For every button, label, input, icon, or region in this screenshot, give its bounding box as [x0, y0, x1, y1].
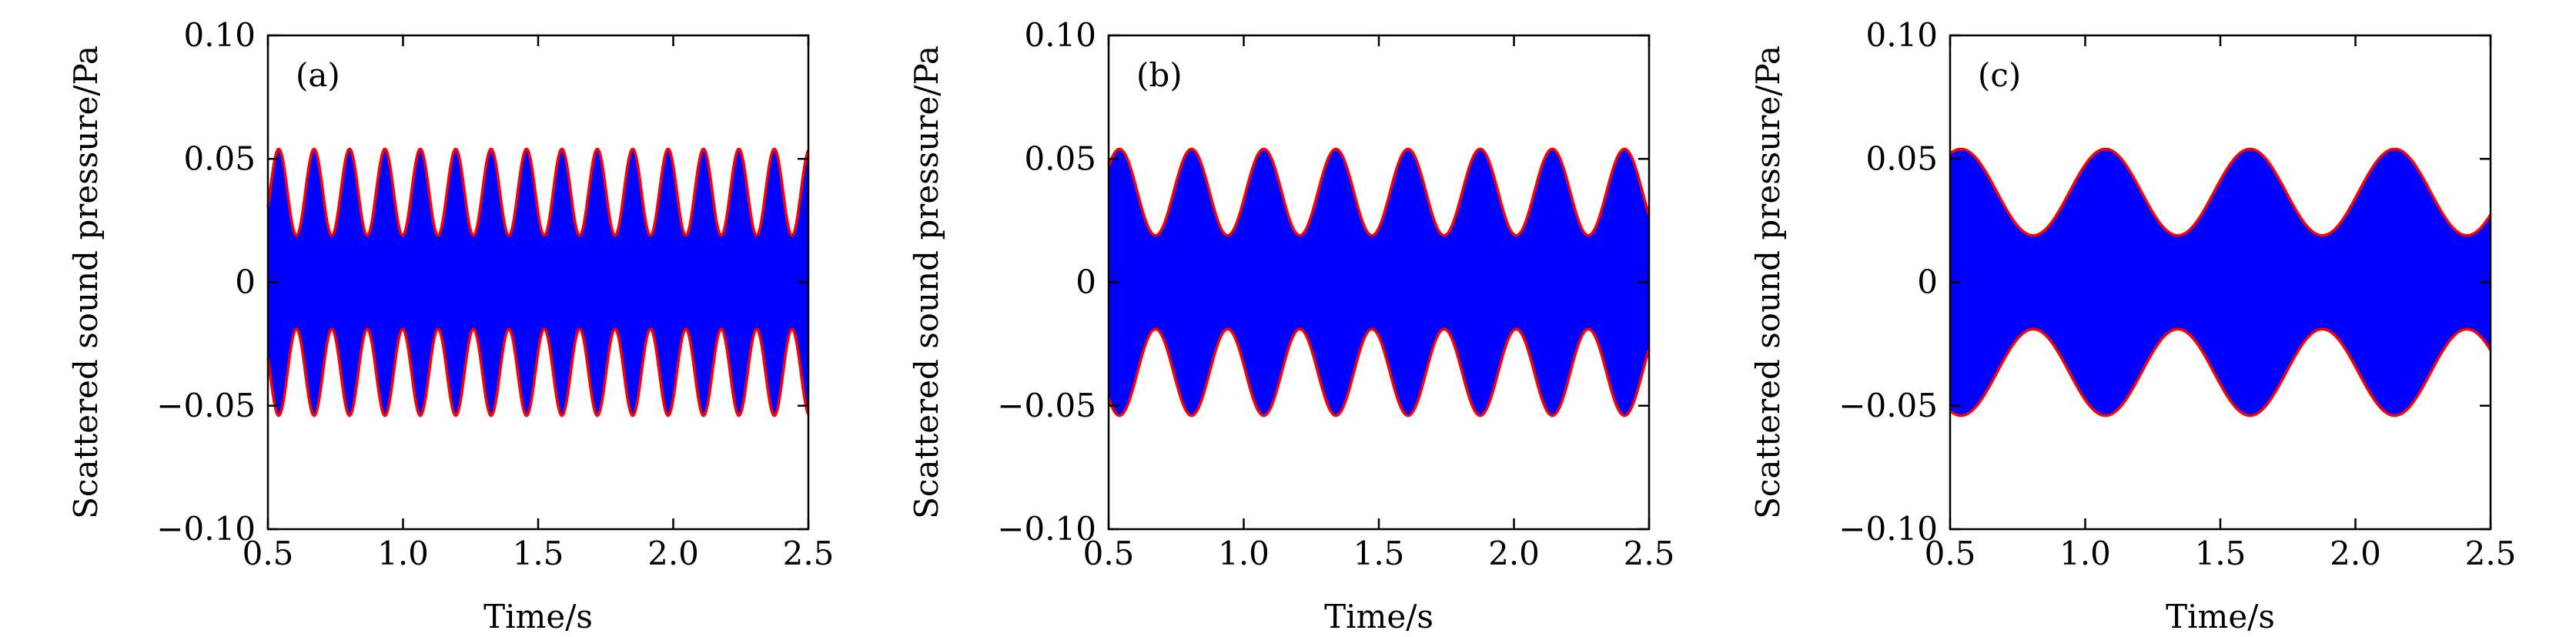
x-tick-label: 1.0	[377, 535, 429, 572]
upper-envelope-line	[266, 147, 810, 237]
y-axis-label: Scattered sound pressure/Pa	[1749, 45, 1787, 519]
y-axis-label: Scattered sound pressure/Pa	[67, 45, 105, 519]
x-tick-label: 2.0	[1488, 535, 1540, 572]
signal-fill-area	[268, 149, 808, 416]
lower-envelope-line	[266, 327, 810, 417]
y-tick-label: 0	[1917, 263, 1938, 301]
panel-label: (b)	[1136, 56, 1183, 94]
panel-b: 0.5 1.0 1.5 2.0 2.5 −0.10 −0.05 0 0.05 0.10 Time/s…	[908, 16, 1674, 635]
panel-label: (a)	[296, 56, 340, 94]
x-tick-label: 2.5	[2465, 535, 2517, 572]
y-axis-label: Scattered sound pressure/Pa	[908, 45, 945, 519]
x-tick-label: 1.5	[1353, 535, 1405, 572]
signal-fill-area	[1950, 149, 2491, 416]
y-tick-label: 0.05	[183, 139, 256, 177]
x-axis-label: Time/s	[2166, 598, 2275, 635]
y-tick-label: −0.05	[156, 387, 256, 424]
x-tick-label: 1.0	[2059, 535, 2111, 572]
y-tick-label: −0.10	[1838, 510, 1938, 548]
lower-envelope-line	[1949, 327, 2492, 417]
y-tick-label: 0.10	[183, 16, 256, 54]
upper-envelope-line	[1949, 147, 2492, 237]
y-tick-label: 0	[1076, 263, 1096, 301]
x-axis-label: Time/s	[1324, 598, 1434, 635]
y-tick-label: −0.10	[997, 510, 1096, 548]
x-tick-label: 2.0	[2330, 535, 2381, 572]
x-tick-label: 2.5	[1624, 535, 1675, 572]
y-tick-label: 0.10	[1865, 16, 1938, 54]
signal-fill-area	[1109, 149, 1649, 416]
panel-label: (c)	[1978, 56, 2021, 94]
y-tick-label: −0.05	[1838, 387, 1938, 424]
x-tick-label: 1.0	[1218, 535, 1270, 572]
x-tick-label: 0.5	[243, 535, 294, 572]
y-tick-label: −0.05	[997, 387, 1096, 424]
panel-c: 0.5 1.0 1.5 2.0 2.5 −0.10 −0.05 0 0.05 0.10 Time/s…	[1749, 16, 2516, 635]
x-tick-label: 0.5	[1083, 535, 1135, 572]
y-tick-label: 0.10	[1024, 16, 1096, 54]
panel-a: 0.5 1.0 1.5 2.0 2.5 −0.10 −0.05 0 0.05 0.10 Time/s…	[67, 16, 834, 635]
x-tick-label: 1.5	[2195, 535, 2246, 572]
y-tick-label: 0.05	[1865, 139, 1938, 177]
x-tick-label: 1.5	[513, 535, 564, 572]
x-tick-label: 2.0	[647, 535, 699, 572]
x-tick-label: 0.5	[1925, 535, 1976, 572]
x-tick-label: 2.5	[783, 535, 835, 572]
lower-envelope-line	[1107, 327, 1651, 417]
y-tick-label: 0	[235, 263, 256, 301]
x-axis-label: Time/s	[483, 598, 593, 635]
upper-envelope-line	[1107, 147, 1651, 237]
y-tick-label: 0.05	[1024, 139, 1096, 177]
y-tick-label: −0.10	[156, 510, 256, 548]
